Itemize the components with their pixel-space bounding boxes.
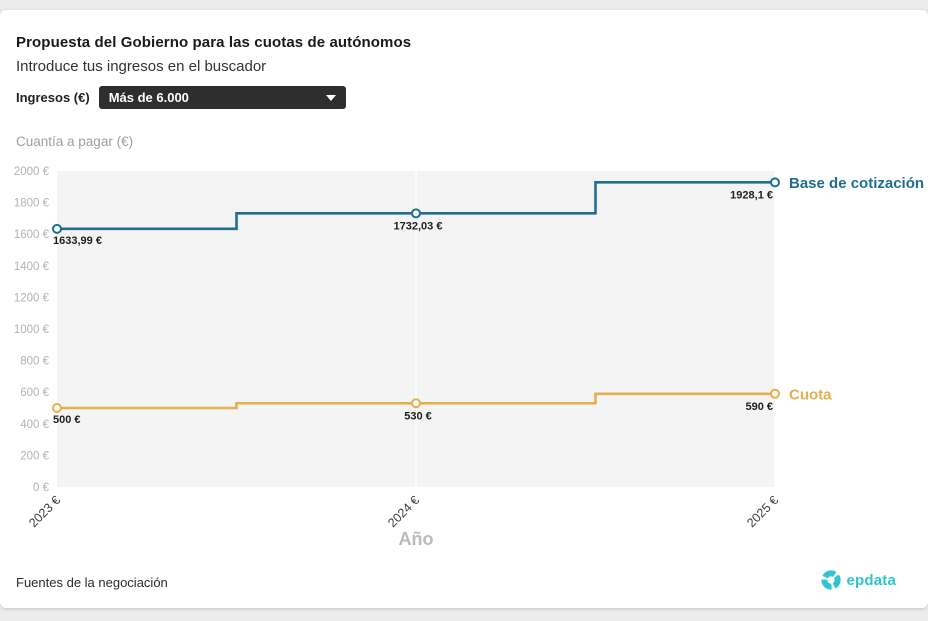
data-point-marker[interactable]: [411, 398, 421, 409]
chevron-down-icon: [325, 94, 336, 101]
y-tick-label: 1200 €: [14, 292, 50, 304]
brand-name: epdata: [846, 571, 896, 589]
y-tick-label: 800 €: [20, 356, 49, 368]
page-title: Propuesta del Gobierno para las cuotas d…: [16, 34, 412, 51]
data-point-label: 1928,1 €: [730, 189, 773, 201]
income-dropdown[interactable]: Más de 6.000: [98, 86, 346, 109]
data-point-label: 1732,03 €: [394, 220, 443, 232]
page-subtitle: Introduce tus ingresos en el buscador: [16, 58, 267, 75]
data-point-marker[interactable]: [52, 403, 62, 413]
step-line-chart: 0 € 200 € 400 € 600 € 800 € 1000 € 1200 € 1400 …: [14, 166, 924, 549]
legend-label-0: Base de cotización: [789, 175, 924, 192]
data-point-marker[interactable]: [770, 388, 780, 399]
y-tick-label: 2000 €: [14, 166, 50, 178]
chart-header: Propuesta del Gobierno para las cuotas d…: [16, 34, 912, 75]
income-filter-row: Ingresos (€) Más de 6.000: [16, 86, 346, 109]
brand[interactable]: epdata: [821, 570, 896, 590]
data-point-label: 590 €: [745, 401, 773, 413]
income-dropdown-value: Más de 6.000: [108, 90, 189, 105]
data-point-marker[interactable]: [52, 223, 62, 234]
y-tick-label: 1600 €: [14, 229, 50, 241]
data-point-label: 530 €: [404, 410, 432, 422]
y-tick-label: 1000 €: [14, 324, 50, 336]
data-point-marker[interactable]: [411, 208, 421, 219]
chart-area: 0 € 200 € 400 € 600 € 800 € 1000 € 1200 € 1400 …: [0, 150, 928, 560]
y-tick-label: 1800 €: [14, 198, 50, 210]
x-tick-label: 2023 €: [26, 493, 63, 530]
x-tick-label: 2025 €: [744, 493, 781, 530]
chart-card: Propuesta del Gobierno para las cuotas d…: [0, 10, 928, 608]
source-note: Fuentes de la negociación: [16, 575, 168, 590]
y-tick-label: 1400 €: [14, 261, 50, 273]
epdata-pie-icon: [821, 570, 842, 590]
data-point-label: 500 €: [53, 414, 81, 426]
y-tick-label: 600 €: [20, 387, 49, 399]
chart-footer: Fuentes de la negociación epdata: [16, 570, 912, 600]
y-tick-label: 0 €: [33, 482, 50, 494]
y-tick-label: 400 €: [20, 419, 49, 431]
y-tick-label: 200 €: [20, 450, 49, 462]
legend-label-1: Cuota: [789, 386, 832, 403]
data-point-label: 1633,99 €: [53, 235, 102, 247]
x-axis-title: Año: [399, 529, 434, 549]
income-filter-label: Ingresos (€): [16, 90, 90, 105]
x-tick-label: 2024 €: [385, 493, 422, 530]
data-point-marker[interactable]: [770, 177, 780, 188]
y-axis-title: Cuantía a pagar (€): [16, 134, 134, 149]
